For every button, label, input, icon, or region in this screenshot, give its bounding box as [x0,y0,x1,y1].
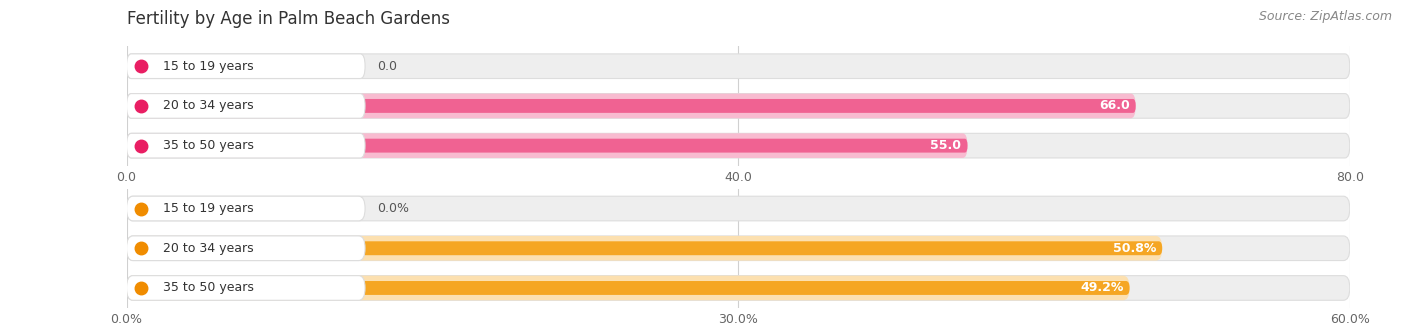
FancyBboxPatch shape [127,276,366,300]
FancyBboxPatch shape [127,236,366,260]
FancyBboxPatch shape [127,94,1136,118]
Text: 49.2%: 49.2% [1080,281,1123,295]
Text: 0.0%: 0.0% [377,202,409,215]
FancyBboxPatch shape [127,94,366,118]
Text: Source: ZipAtlas.com: Source: ZipAtlas.com [1258,10,1392,23]
FancyBboxPatch shape [127,133,967,158]
Text: 55.0: 55.0 [931,139,962,152]
FancyBboxPatch shape [127,276,1350,300]
Text: 15 to 19 years: 15 to 19 years [163,202,254,215]
FancyBboxPatch shape [127,94,1350,118]
Text: 20 to 34 years: 20 to 34 years [163,99,254,113]
FancyBboxPatch shape [127,133,1350,158]
FancyBboxPatch shape [127,276,1129,300]
Text: 35 to 50 years: 35 to 50 years [163,281,254,295]
Text: 20 to 34 years: 20 to 34 years [163,242,254,255]
Text: 15 to 19 years: 15 to 19 years [163,60,254,73]
FancyBboxPatch shape [127,281,1129,295]
FancyBboxPatch shape [127,99,1136,113]
FancyBboxPatch shape [127,236,1350,260]
Text: 66.0: 66.0 [1099,99,1129,113]
FancyBboxPatch shape [127,54,1350,78]
Text: 0.0: 0.0 [377,60,398,73]
FancyBboxPatch shape [127,196,366,221]
FancyBboxPatch shape [127,196,1350,221]
Text: 35 to 50 years: 35 to 50 years [163,139,254,152]
Text: 50.8%: 50.8% [1112,242,1156,255]
Text: Fertility by Age in Palm Beach Gardens: Fertility by Age in Palm Beach Gardens [127,10,450,28]
FancyBboxPatch shape [127,241,1163,255]
FancyBboxPatch shape [127,236,1163,260]
FancyBboxPatch shape [127,139,967,153]
FancyBboxPatch shape [127,133,366,158]
FancyBboxPatch shape [127,54,366,78]
